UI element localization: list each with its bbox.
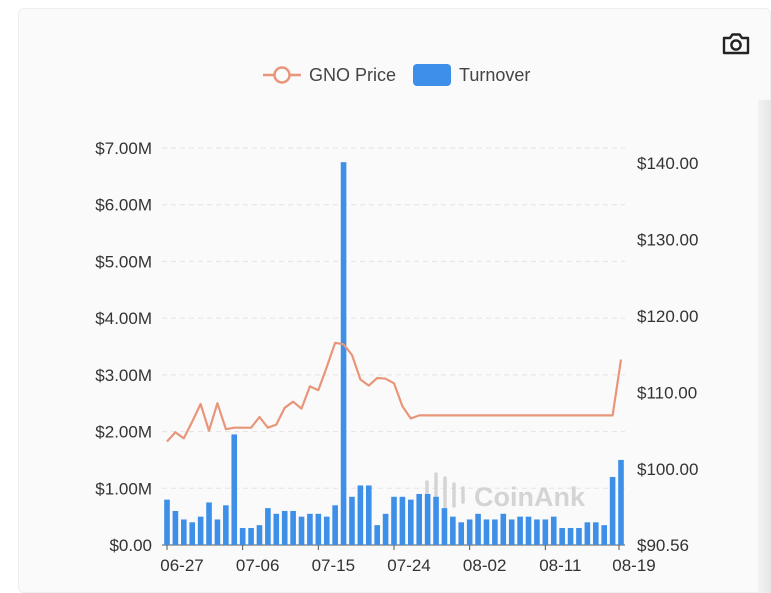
turnover-bar[interactable] — [332, 505, 338, 545]
turnover-bar[interactable] — [433, 496, 439, 545]
turnover-bar[interactable] — [248, 527, 254, 545]
x-tick-label: 08-19 — [612, 556, 655, 575]
turnover-bar[interactable] — [492, 519, 498, 545]
turnover-bar[interactable] — [424, 493, 431, 545]
turnover-bar[interactable] — [290, 510, 296, 545]
x-tick-label: 08-11 — [539, 556, 581, 575]
turnover-bars — [164, 162, 624, 545]
turnover-bar[interactable] — [609, 476, 616, 545]
turnover-bar[interactable] — [567, 527, 574, 545]
turnover-bar[interactable] — [315, 513, 322, 545]
turnover-bar[interactable] — [399, 496, 406, 545]
x-tick-label: 07-15 — [312, 556, 355, 575]
turnover-bar[interactable] — [197, 516, 204, 545]
x-axis: 06-27 07-06 07-15 07-24 08-02 08-11 08-19 — [160, 545, 656, 575]
turnover-bar[interactable] — [239, 527, 246, 545]
y-left-tick-label: $5.00M — [95, 252, 152, 271]
turnover-bar[interactable] — [273, 513, 280, 545]
side-panel-edge — [758, 100, 771, 593]
price-line[interactable] — [166, 341, 623, 443]
legend: GNO Price Turnover — [263, 64, 530, 86]
turnover-bar[interactable] — [458, 522, 465, 545]
turnover-bar[interactable] — [349, 496, 355, 545]
turnover-bar[interactable] — [223, 505, 229, 545]
legend-price-label: GNO Price — [309, 65, 396, 85]
turnover-bar[interactable] — [592, 522, 599, 545]
turnover-bar[interactable] — [542, 519, 549, 545]
legend-item-price[interactable]: GNO Price — [263, 65, 396, 85]
y-right-tick-label: $130.00 — [637, 231, 698, 250]
y-axis-right: $90.56 $100.00 $110.00 $120.00 $130.00 $140.0… — [637, 154, 698, 555]
y-right-tick-label: $90.56 — [637, 536, 689, 555]
turnover-bar[interactable] — [323, 516, 330, 545]
watermark-text: CoinAnk — [474, 482, 586, 512]
turnover-bar[interactable] — [534, 519, 540, 545]
turnover-bar[interactable] — [508, 519, 515, 545]
turnover-bar[interactable] — [408, 499, 414, 545]
turnover-bar[interactable] — [231, 434, 238, 545]
turnover-bar[interactable] — [181, 519, 187, 545]
turnover-bar[interactable] — [483, 519, 490, 545]
y-right-tick-label: $140.00 — [637, 154, 698, 173]
y-left-tick-label: $6.00M — [95, 196, 152, 215]
legend-turnover-swatch — [413, 64, 451, 86]
turnover-bar[interactable] — [618, 459, 624, 545]
turnover-bar[interactable] — [340, 162, 347, 545]
legend-turnover-label: Turnover — [459, 65, 530, 85]
turnover-bar[interactable] — [559, 527, 565, 545]
y-right-tick-label: $110.00 — [637, 384, 697, 403]
legend-item-turnover[interactable]: Turnover — [413, 64, 530, 86]
price-series — [166, 341, 623, 443]
turnover-bar[interactable] — [281, 510, 288, 545]
coinank-logo-icon — [425, 472, 465, 516]
x-tick-label: 07-06 — [236, 556, 279, 575]
turnover-bar[interactable] — [450, 516, 456, 545]
turnover-bar[interactable] — [584, 522, 591, 545]
x-tick-label: 07-24 — [387, 556, 430, 575]
turnover-bar[interactable] — [525, 516, 532, 545]
x-tick-label: 08-02 — [463, 556, 506, 575]
turnover-bar[interactable] — [466, 519, 473, 545]
turnover-bar[interactable] — [298, 516, 305, 545]
turnover-bar[interactable] — [265, 508, 271, 545]
turnover-bar[interactable] — [256, 525, 263, 545]
chart-card — [18, 8, 771, 593]
turnover-bar[interactable] — [214, 519, 221, 545]
y-left-tick-label: $7.00M — [95, 139, 152, 158]
turnover-bar[interactable] — [189, 522, 196, 545]
turnover-bar[interactable] — [416, 493, 423, 545]
turnover-bar[interactable] — [382, 513, 389, 545]
camera-icon[interactable] — [720, 30, 752, 58]
x-tick-label: 06-27 — [160, 556, 203, 575]
turnover-bar[interactable] — [601, 525, 607, 545]
turnover-bar[interactable] — [475, 513, 481, 545]
y-axis-left: $0.00 $1.00M $2.00M $3.00M $4.00M $5.00M $6.00… — [95, 139, 152, 555]
y-left-tick-label: $4.00M — [95, 309, 152, 328]
coinank-watermark: CoinAnk — [425, 472, 586, 516]
turnover-bar[interactable] — [500, 513, 507, 545]
turnover-bar[interactable] — [307, 513, 313, 545]
y-left-tick-label: $3.00M — [95, 366, 152, 385]
turnover-bar[interactable] — [206, 502, 212, 545]
turnover-bar[interactable] — [374, 525, 380, 545]
y-left-tick-label: $2.00M — [95, 423, 152, 442]
turnover-bar[interactable] — [172, 510, 179, 545]
turnover-bar[interactable] — [365, 485, 372, 545]
legend-price-marker — [273, 66, 291, 84]
turnover-bar[interactable] — [391, 496, 397, 545]
turnover-bar[interactable] — [164, 499, 170, 545]
turnover-bar[interactable] — [357, 485, 364, 545]
turnover-bar[interactable] — [576, 527, 582, 545]
y-left-tick-label: $1.00M — [95, 479, 152, 498]
y-right-tick-label: $120.00 — [637, 307, 698, 326]
turnover-bar[interactable] — [441, 508, 448, 545]
turnover-bar[interactable] — [517, 516, 523, 545]
y-left-tick-label: $0.00 — [109, 536, 152, 555]
y-right-tick-label: $100.00 — [637, 460, 698, 479]
turnover-bar[interactable] — [550, 516, 557, 545]
